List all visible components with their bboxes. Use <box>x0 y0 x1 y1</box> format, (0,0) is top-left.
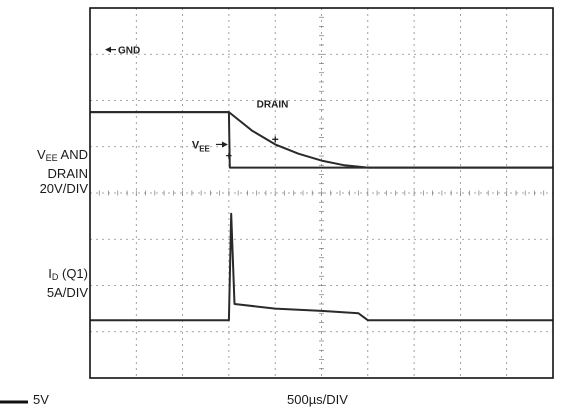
traces <box>90 111 553 322</box>
vee-marker-plus: + <box>226 151 232 163</box>
ground-reference-label: 5V <box>33 392 49 407</box>
graticule-frame <box>89 7 554 379</box>
vee-arrow-icon <box>221 141 228 148</box>
gnd-label: GND <box>118 46 140 57</box>
vee-label: VEE <box>192 139 211 153</box>
timebase-label: 500µs/DIV <box>287 392 348 407</box>
trace-annotations: GND DRAIN + VEE + <box>105 46 288 163</box>
drain-label: DRAIN <box>257 99 289 110</box>
graticule <box>89 7 554 379</box>
ch2-scale-label: ID (Q1) 5A/DIV <box>46 266 88 300</box>
drain-marker-plus: + <box>272 132 279 146</box>
drain-trace <box>90 111 553 169</box>
drain-current-trace <box>90 212 553 322</box>
screen-border <box>89 7 554 379</box>
ch1-scale-label: VEE AND DRAIN 20V/DIV <box>36 147 88 196</box>
